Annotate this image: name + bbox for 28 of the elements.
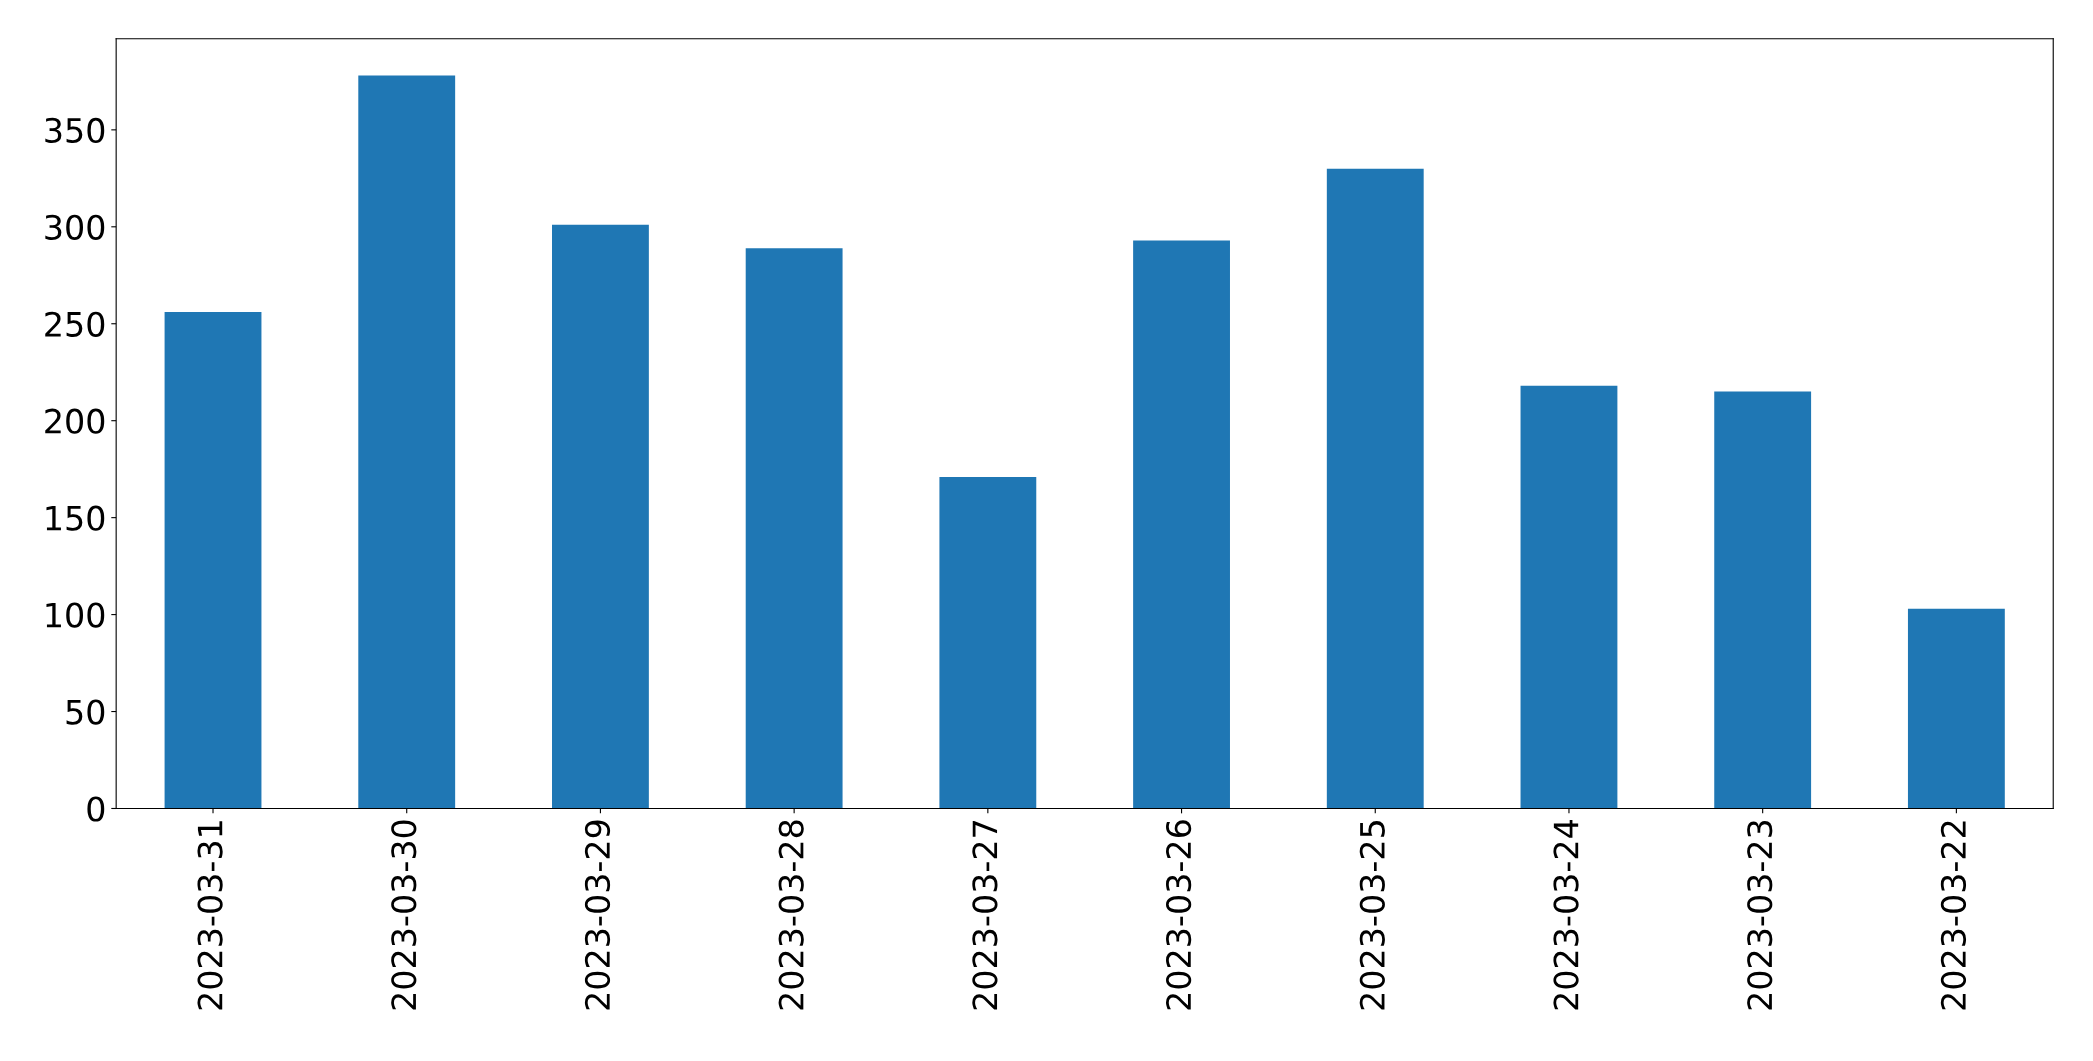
x-tick-label: 2023-03-30 bbox=[391, 820, 417, 1010]
x-tick-label: 2023-03-25 bbox=[1359, 821, 1385, 1010]
x-tick-label: 2023-03-24 bbox=[1553, 820, 1579, 1010]
x-tick-label: 2023-03-22 bbox=[1940, 821, 1967, 1010]
y-tick-label: 0 bbox=[87, 796, 105, 822]
bar bbox=[745, 248, 843, 809]
bar bbox=[1907, 608, 2005, 809]
bar bbox=[1133, 240, 1230, 809]
y-tick-label: 350 bbox=[45, 117, 105, 143]
bar bbox=[358, 75, 456, 809]
x-tick-label: 2023-03-26 bbox=[1166, 820, 1192, 1010]
y-tick-label: 50 bbox=[66, 699, 105, 725]
bar bbox=[164, 312, 262, 809]
x-tick-label: 2023-03-27 bbox=[972, 821, 998, 1010]
bar bbox=[1326, 168, 1424, 809]
bar bbox=[1520, 385, 1618, 809]
x-tick-label: 2023-03-31 bbox=[197, 821, 223, 1010]
y-tick-label: 250 bbox=[45, 311, 105, 337]
x-tick-label: 2023-03-23 bbox=[1747, 820, 1773, 1010]
x-tick-label: 2023-03-29 bbox=[584, 820, 611, 1010]
x-tick-label: 2023-03-28 bbox=[778, 820, 804, 1010]
bar bbox=[1714, 391, 1812, 809]
bar bbox=[552, 224, 649, 809]
y-tick-label: 200 bbox=[45, 408, 105, 434]
bar bbox=[939, 476, 1037, 809]
y-tick-label: 150 bbox=[46, 505, 105, 531]
y-tick-label: 300 bbox=[45, 214, 105, 240]
y-tick-label: 100 bbox=[46, 602, 105, 628]
